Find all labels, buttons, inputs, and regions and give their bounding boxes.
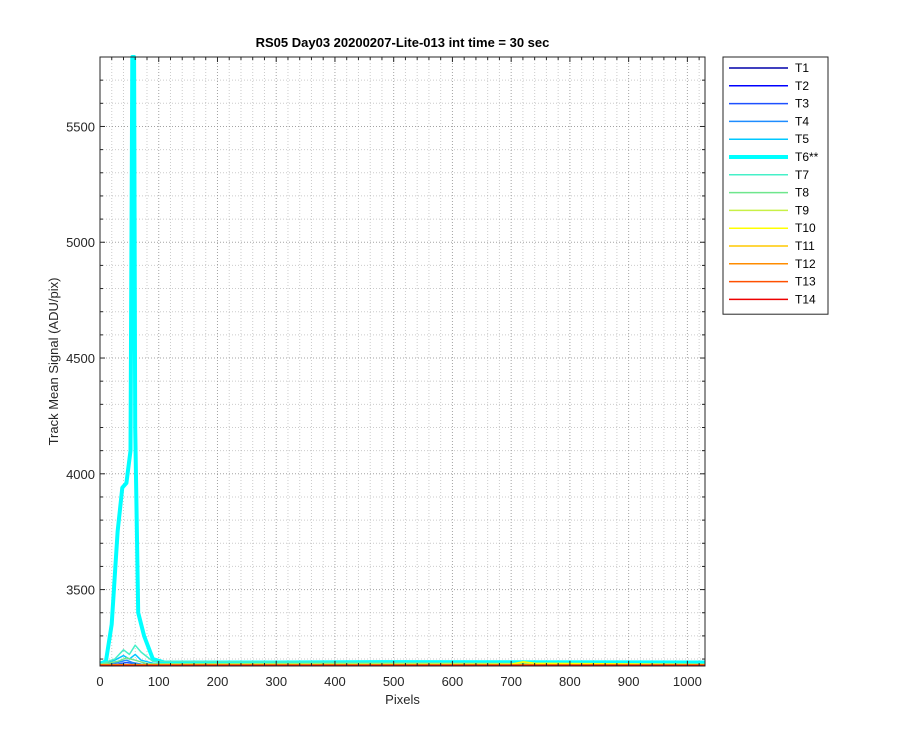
plot-frame	[99, 56, 706, 667]
x-tick-label: 200	[207, 674, 229, 689]
legend-entry: T6**	[795, 150, 819, 164]
legend-entry: T8	[795, 186, 809, 200]
legend-entry: T1	[795, 61, 809, 75]
legend-entry: T2	[795, 79, 809, 93]
legend-entry: T3	[795, 97, 809, 111]
legend-entry: T4	[795, 114, 809, 128]
chart-title: RS05 Day03 20200207-Lite-013 int time = …	[256, 35, 550, 50]
series-line-t6	[99, 55, 706, 666]
legend-box	[722, 56, 829, 315]
y-tick-label: 4000	[66, 467, 95, 482]
x-axis-label: Pixels	[385, 692, 420, 707]
x-tick-label: 600	[442, 674, 464, 689]
y-tick-label: 5500	[66, 119, 95, 134]
axis-ticks: 0 100 200 300 400 500 600 700 800 900 1000 3500 4000…	[66, 57, 705, 689]
legend-entry: T13	[795, 275, 816, 289]
y-tick-label: 4500	[66, 351, 95, 366]
x-tick-label: 100	[148, 674, 170, 689]
y-tick-label: 3500	[66, 583, 95, 598]
series-line-t7	[99, 644, 706, 665]
legend-entry: T7	[795, 168, 809, 182]
series-lines	[99, 55, 706, 667]
legend-entry: T10	[795, 221, 816, 235]
x-tick-label: 1000	[673, 674, 702, 689]
grid	[100, 57, 705, 666]
legend-entry: T9	[795, 203, 809, 217]
legend-entry: T12	[795, 257, 816, 271]
y-axis-label: Track Mean Signal (ADU/pix)	[46, 278, 61, 446]
legend-entry: T5	[795, 132, 809, 146]
x-tick-label: 400	[324, 674, 346, 689]
y-tick-label: 5000	[66, 235, 95, 250]
x-tick-label: 800	[559, 674, 581, 689]
x-tick-label: 0	[96, 674, 103, 689]
x-tick-label: 700	[500, 674, 522, 689]
legend-entry: T11	[795, 239, 815, 253]
x-tick-label: 500	[383, 674, 405, 689]
legend-entry: T14	[795, 292, 816, 306]
series-line-t5	[99, 653, 706, 666]
x-tick-label: 900	[618, 674, 640, 689]
x-tick-label: 300	[265, 674, 287, 689]
legend: T1 T2 T3 T4 T5 T6** T7 T8 T9 T10 T11 T12 T13 T14	[722, 56, 829, 315]
